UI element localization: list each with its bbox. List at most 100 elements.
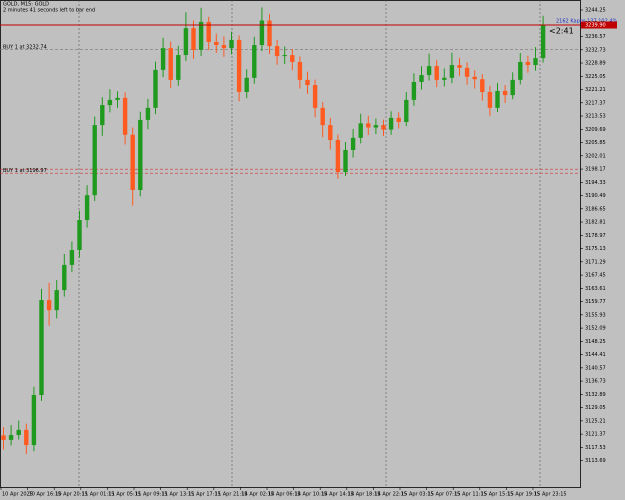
candle-body xyxy=(502,90,508,96)
candle-body xyxy=(252,45,257,78)
candle-body xyxy=(198,21,204,50)
candle-body xyxy=(457,65,462,68)
y-tick-label: 3167.45 xyxy=(585,273,606,279)
candle-body xyxy=(160,48,166,70)
y-tick-label: 3144.41 xyxy=(585,352,606,358)
y-tick-label: 3175.13 xyxy=(585,246,606,252)
candle-body xyxy=(366,123,371,128)
candle-body xyxy=(267,20,272,47)
candle-body xyxy=(320,107,325,126)
order-label: BUY 1 at 3196.97 xyxy=(3,168,47,174)
candle-body xyxy=(305,79,310,86)
x-tick-label: 10 Apr 20:15 xyxy=(55,492,88,498)
timer-info: 2 minutes 41 seconds left to bar end xyxy=(3,8,95,14)
candle-body xyxy=(510,79,515,96)
y-tick-label: 3236.57 xyxy=(585,34,606,40)
y-tick-label: 3221.21 xyxy=(585,87,606,93)
candle-body xyxy=(130,134,135,191)
x-tick-label: 15 Apr 03:15 xyxy=(401,492,434,498)
candle-body xyxy=(138,119,143,191)
candle-body xyxy=(358,123,363,138)
candle-body xyxy=(335,139,341,173)
x-tick-label: 10 Apr 16:15 xyxy=(29,492,62,498)
candle-body xyxy=(191,28,196,50)
candle-body xyxy=(518,61,523,80)
x-tick-label: 14 Apr 06:15 xyxy=(268,492,301,498)
candle-body xyxy=(176,55,181,80)
y-tick-label: 3186.65 xyxy=(585,206,606,212)
x-tick-label: 15 Apr 07:15 xyxy=(428,492,461,498)
y-tick-label: 3148.25 xyxy=(585,339,606,345)
candle-body xyxy=(449,65,455,78)
x-tick-label: 14 Apr 14:15 xyxy=(321,492,354,498)
candle-body xyxy=(153,69,158,108)
x-tick-label: 15 Apr 19:15 xyxy=(507,492,540,498)
candle-body xyxy=(404,99,409,123)
candle-body xyxy=(62,264,67,291)
y-tick-label: 3244.25 xyxy=(585,8,606,14)
candle-body xyxy=(16,429,21,436)
candle-body xyxy=(229,39,234,49)
candle-body xyxy=(1,435,6,440)
y-tick-label: 3125.21 xyxy=(585,418,606,424)
candle-body xyxy=(297,61,303,80)
candle-body xyxy=(442,77,447,80)
x-tick-label: 10 Apr 2025 xyxy=(2,492,33,498)
x-tick-label: 15 Apr 11:15 xyxy=(454,492,487,498)
candle-body xyxy=(396,117,401,123)
candle-body xyxy=(107,99,113,106)
candle-body xyxy=(69,250,75,265)
candle-body xyxy=(480,79,485,92)
candle-body xyxy=(373,125,379,128)
symbol-info: GOLD, M15: GOLD xyxy=(3,2,49,8)
x-tick-label: 15 Apr 15:15 xyxy=(481,492,514,498)
candle-body xyxy=(46,300,52,311)
candle-body xyxy=(328,125,333,140)
x-tick-label: 14 Apr 02:15 xyxy=(241,492,274,498)
y-tick-label: 3228.89 xyxy=(585,61,606,67)
x-tick-label: 11 Apr 17:15 xyxy=(188,492,221,498)
x-tick-label: 11 Apr 05:15 xyxy=(108,492,141,498)
candle-body xyxy=(168,48,173,80)
candle-body xyxy=(236,39,242,92)
candle-body xyxy=(92,125,97,196)
order-label: BUY 1 at 3232.74 xyxy=(3,45,47,51)
y-tick-label: 3202.01 xyxy=(585,153,606,159)
candle-body xyxy=(464,67,470,77)
bid-label: 3239.90 xyxy=(585,23,606,29)
candle-body xyxy=(487,91,493,108)
x-tick-label: 11 Apr 21:15 xyxy=(215,492,248,498)
candle-body xyxy=(411,81,417,100)
y-tick-label: 3171.29 xyxy=(585,259,606,265)
y-tick-label: 3198.17 xyxy=(585,167,606,173)
candle-body xyxy=(533,58,538,66)
y-tick-label: 3140.57 xyxy=(585,365,606,371)
candle-body xyxy=(206,21,211,42)
x-tick-label: 14 Apr 22:15 xyxy=(374,492,407,498)
y-tick-label: 3155.93 xyxy=(585,312,606,318)
y-tick-label: 3205.85 xyxy=(585,140,606,146)
candle-body xyxy=(54,290,59,311)
x-tick-label: 14 Apr 18:15 xyxy=(348,492,381,498)
y-tick-label: 3129.05 xyxy=(585,405,606,411)
candle-body xyxy=(540,25,546,59)
x-tick-label: 11 Apr 01:15 xyxy=(82,492,115,498)
y-tick-label: 3225.05 xyxy=(585,74,606,80)
candle-body xyxy=(221,45,227,49)
y-tick-label: 3136.73 xyxy=(585,379,606,385)
countdown: <2:41 xyxy=(549,27,574,36)
candle-body xyxy=(381,125,386,130)
candle-body xyxy=(122,97,128,135)
y-tick-label: 3213.53 xyxy=(585,114,606,120)
x-tick-label: 11 Apr 13:15 xyxy=(162,492,195,498)
candle-body xyxy=(115,97,120,100)
x-tick-label: 11 Apr 09:15 xyxy=(135,492,168,498)
candle-body xyxy=(274,46,280,57)
candle-body xyxy=(419,75,424,82)
y-tick-label: 3159.77 xyxy=(585,299,606,305)
candle-body xyxy=(8,435,14,440)
candle-body xyxy=(84,195,90,221)
candle-body xyxy=(312,85,318,108)
